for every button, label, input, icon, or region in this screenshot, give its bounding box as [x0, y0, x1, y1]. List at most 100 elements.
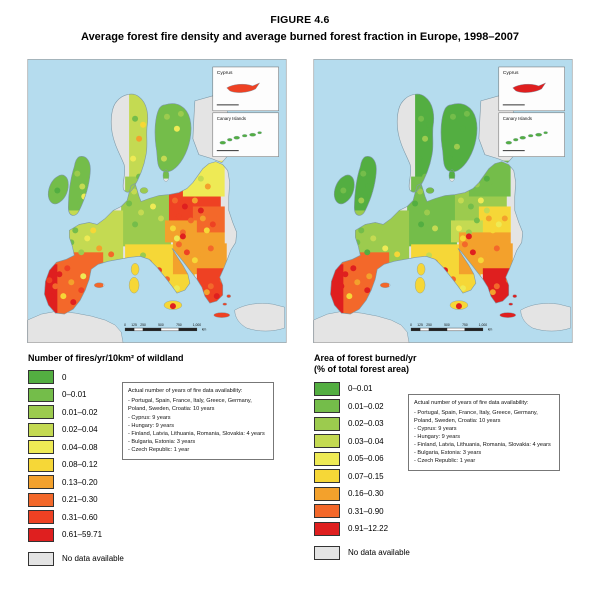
- legend-item: 0.01–0.02: [314, 399, 574, 413]
- legend-label: No data available: [62, 554, 124, 564]
- scale-unit: km: [202, 328, 207, 332]
- legend-column-fire-density: Number of fires/yr/10km² of wildland 0 0–…: [26, 351, 288, 569]
- legend-item: 0.02–0.04: [28, 422, 288, 437]
- legend-label: 0.31–0.90: [348, 506, 384, 516]
- canary-island: [233, 135, 240, 140]
- canary-island: [543, 131, 548, 135]
- legend-item: 0–0.01: [314, 381, 574, 396]
- legend-list-burned-fraction: 0–0.01 0.01–0.02 0.02–0.03 0.03–0.04 0.05–0.…: [312, 381, 574, 560]
- turkey-landmass: [234, 303, 285, 332]
- canary-island: [242, 134, 248, 138]
- inset-cyprus-label: Cyprus: [503, 70, 519, 76]
- inset-cyprus: Cyprus: [498, 66, 565, 112]
- legend-list-fire-density: 0 0–0.01 0.01–0.02 0.02–0.04 0.04–0.08 0.08–0…: [26, 370, 288, 566]
- scale-bar: [419, 327, 430, 332]
- legend-item: 0.07–0.15: [314, 469, 574, 483]
- legend-item: 0.21–0.30: [28, 492, 288, 507]
- note-item: Czech Republic: 1 year: [128, 446, 268, 454]
- legend-label: 0: [62, 372, 67, 382]
- legend-swatch: [28, 492, 54, 507]
- legend-swatch: [314, 486, 340, 501]
- inset-cyprus-label: Cyprus: [217, 70, 233, 76]
- map-panel-burned-fraction: 0 125 250 500 750 1,000 km Cyprus Canary Islands: [312, 59, 574, 343]
- scale-bar: [142, 327, 162, 332]
- scale-tick: 750: [176, 323, 182, 327]
- legend-label: 0.61–59.71: [62, 530, 103, 540]
- legend-item: 0.04–0.08: [28, 440, 288, 455]
- scale-tick: 500: [158, 323, 164, 327]
- map-panel-fire-density: 0 125 250 500 750 1,000 km Cyprus Canary Islands: [26, 59, 288, 343]
- legend-label: 0.04–0.08: [62, 442, 98, 452]
- legend-title-fire-density: Number of fires/yr/10km² of wildland: [28, 353, 184, 363]
- legend-title-line1: Area of forest burned/yr: [314, 353, 417, 363]
- legend-swatch: [314, 469, 340, 483]
- canary-island: [227, 138, 233, 142]
- cyprus-island: [512, 82, 547, 93]
- scale-tick: 1,000: [479, 323, 488, 327]
- maps-row: 0 125 250 500 750 1,000 km Cyprus Canary Islands…: [0, 59, 600, 343]
- legend-item: 0.13–0.20: [28, 475, 288, 490]
- legend-label: 0.05–0.06: [348, 454, 384, 463]
- legend-label: 0.03–0.04: [348, 436, 384, 446]
- note-title: Actual number of years of fire data avai…: [128, 388, 243, 395]
- canary-island: [249, 132, 257, 137]
- legend-body: 0–0.01 0.01–0.02 0.02–0.03 0.03–0.04 0.05–0.…: [312, 381, 574, 560]
- legend-label: 0.02–0.03: [348, 419, 384, 428]
- legend-swatch: [28, 422, 54, 437]
- legend-label: 0–0.01: [62, 390, 87, 400]
- legend-label: 0.08–0.12: [62, 460, 98, 470]
- canary-island: [519, 135, 526, 140]
- note-item: Finland, Latvia, Lithuania, Romania, Slo…: [128, 430, 268, 438]
- scale-tick: 125: [131, 323, 137, 327]
- scale-unit: km: [488, 328, 493, 332]
- legend-label: 0.13–0.20: [62, 477, 98, 487]
- note-item: Cyprus: 9 years: [128, 414, 268, 422]
- note-items: Portugal, Spain, France, Italy, Greece, …: [128, 397, 268, 454]
- legends-row: Number of fires/yr/10km² of wildland 0 0–…: [0, 351, 600, 569]
- note-item: Portugal, Spain, France, Italy, Greece, …: [128, 397, 268, 413]
- legend-label: 0.21–0.30: [62, 495, 98, 505]
- note-item: Cyprus: 9 years: [414, 425, 554, 433]
- scale-tick: 125: [417, 323, 423, 327]
- legend-item-no-data: No data available: [314, 545, 574, 560]
- note-item: Portugal, Spain, France, Italy, Greece, …: [414, 409, 554, 425]
- note-title: Actual number of years of fire data avai…: [414, 399, 529, 406]
- legend-title-line2: (% of total forest area): [314, 364, 410, 375]
- scale-bar: [464, 327, 484, 332]
- canary-island: [257, 131, 262, 135]
- note-item: Czech Republic: 1 year: [414, 457, 554, 465]
- legend-label: 0.01–0.02: [62, 407, 98, 417]
- legend-swatch: [28, 457, 54, 472]
- canary-island: [528, 134, 534, 138]
- legend-body: 0 0–0.01 0.01–0.02 0.02–0.04 0.04–0.08 0.08–0…: [26, 370, 288, 566]
- inset-canary-label: Canary Islands: [503, 116, 533, 121]
- scale-tick: 1,000: [193, 323, 202, 327]
- legend-swatch: [28, 475, 54, 490]
- legend-swatch: [314, 545, 340, 560]
- note-item: Bulgaria, Estonia: 3 years: [128, 438, 268, 446]
- inset-canary-label: Canary Islands: [217, 116, 247, 121]
- legend-item: 0.31–0.90: [314, 504, 574, 518]
- legend-item: 0.02–0.03: [314, 416, 574, 431]
- legend-label: 0.16–0.30: [348, 489, 384, 498]
- scale-tick: 750: [462, 323, 468, 327]
- legend-item: 0.61–59.71: [28, 527, 288, 542]
- cyprus-island: [226, 82, 261, 93]
- north-africa-landmass: [27, 310, 124, 343]
- inset-cyprus: Cyprus: [212, 66, 279, 112]
- note-item: Bulgaria, Estonia: 3 years: [414, 449, 554, 457]
- legend-item: 0.03–0.04: [314, 434, 574, 448]
- note-items: Portugal, Spain, France, Italy, Greece, …: [414, 409, 554, 466]
- legend-swatch: [314, 504, 340, 518]
- legend-item: 0.31–0.60: [28, 510, 288, 525]
- legend-item: 0.16–0.30: [314, 486, 574, 501]
- note-item: Hungary: 9 years: [128, 422, 268, 430]
- legend-swatch: [314, 521, 340, 536]
- legend-label: 0.07–0.15: [348, 471, 384, 481]
- data-availability-note: Actual number of years of fire data avai…: [122, 382, 274, 461]
- legend-swatch: [314, 381, 340, 396]
- figure-title: Average forest fire density and average …: [81, 31, 519, 43]
- scale-tick: 250: [426, 323, 432, 327]
